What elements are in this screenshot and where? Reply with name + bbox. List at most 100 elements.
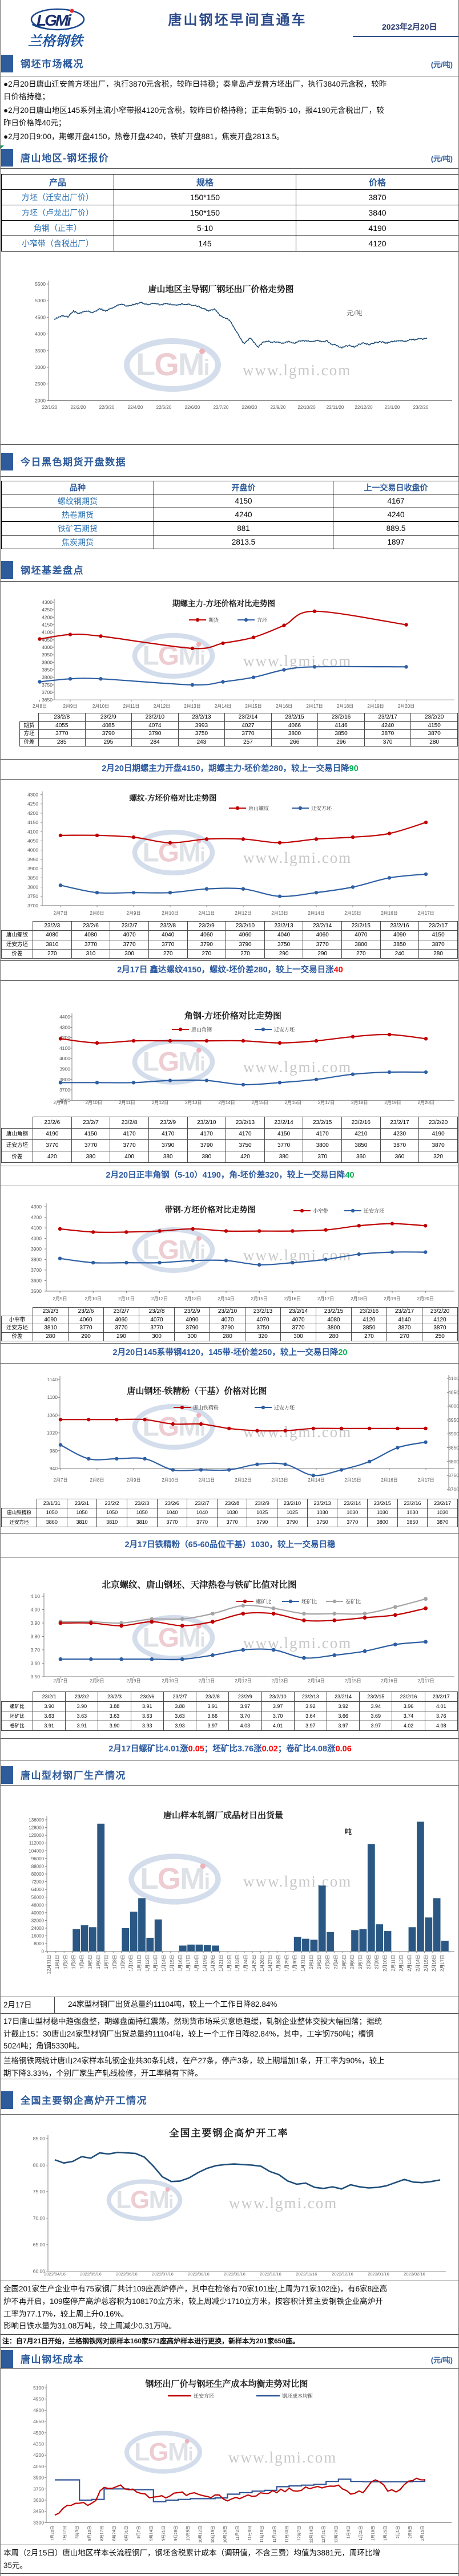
svg-text:60.00: 60.00: [33, 2269, 46, 2274]
svg-text:8月31日: 8月31日: [124, 2526, 129, 2541]
svg-text:LGMi: LGMi: [134, 2437, 192, 2466]
svg-text:1月26日: 1月26日: [260, 1955, 265, 1971]
svg-text:2月8日: 2月8日: [90, 1478, 104, 1483]
svg-text:64000: 64000: [31, 1887, 45, 1892]
svg-text:2月13日: 2月13日: [271, 1678, 288, 1683]
svg-text:11月2日: 11月2日: [235, 2526, 240, 2540]
svg-text:1月13日: 1月13日: [153, 1955, 158, 1971]
svg-text:4100: 4100: [448, 1376, 459, 1381]
svg-text:940: 940: [50, 1466, 58, 1471]
svg-text:2月14日: 2月14日: [215, 704, 231, 709]
svg-text:1月18日: 1月18日: [371, 2526, 376, 2541]
svg-text:8月17日: 8月17日: [99, 2526, 104, 2541]
svg-text:3750: 3750: [448, 1472, 459, 1478]
svg-text:1月27日: 1月27日: [268, 1955, 273, 1971]
svg-text:2月13日: 2月13日: [407, 1955, 412, 1971]
svg-text:2月9日: 2月9日: [63, 704, 78, 709]
svg-text:2月7日: 2月7日: [358, 1955, 363, 1969]
svg-text:LGMi: LGMi: [136, 346, 209, 382]
svg-text:兰格钢铁: 兰格钢铁: [28, 34, 84, 49]
svg-text:2月9日: 2月9日: [53, 1296, 67, 1301]
svg-text:2月9日: 2月9日: [127, 911, 141, 916]
svg-text:www.lgmi.com: www.lgmi.com: [229, 2194, 337, 2212]
svg-text:2月17日: 2月17日: [306, 704, 323, 709]
svg-text:1140: 1140: [47, 1377, 58, 1382]
svg-text:4100: 4100: [42, 630, 53, 635]
svg-text:4100: 4100: [27, 829, 38, 834]
svg-text:1月22日: 1月22日: [227, 1955, 232, 1971]
svg-text:2月12日: 2月12日: [235, 911, 251, 916]
svg-text:3500: 3500: [31, 1288, 42, 1294]
svg-text:4200: 4200: [31, 1215, 42, 1220]
svg-text:56000: 56000: [31, 1895, 45, 1900]
svg-text:12月28日: 12月28日: [334, 2526, 339, 2543]
svg-text:3950: 3950: [448, 1417, 459, 1423]
svg-text:4050: 4050: [448, 1389, 459, 1395]
svg-text:4100: 4100: [59, 1045, 70, 1051]
svg-text:2月18日: 2月18日: [337, 704, 353, 709]
svg-text:3600: 3600: [33, 2497, 44, 2503]
svg-text:2月12日: 2月12日: [235, 1678, 251, 1683]
svg-text:120000: 120000: [29, 1833, 44, 1838]
svg-text:2月9日: 2月9日: [127, 1678, 141, 1683]
svg-text:2023/02/16: 2023/02/16: [404, 2271, 425, 2277]
svg-text:2月17日: 2月17日: [417, 1678, 434, 1683]
svg-text:2月19日: 2月19日: [384, 1296, 400, 1301]
svg-text:3600: 3600: [31, 1278, 42, 1284]
svg-text:3950: 3950: [42, 652, 53, 658]
svg-text:www.lgmi.com: www.lgmi.com: [243, 362, 351, 379]
svg-text:唐山样本轧钢厂成品材日出货量: 唐山样本轧钢厂成品材日出货量: [163, 1810, 283, 1820]
svg-text:4.10: 4.10: [30, 1593, 40, 1599]
svg-text:元/吨: 元/吨: [347, 309, 362, 317]
svg-text:22/7/20: 22/7/20: [214, 405, 229, 410]
svg-text:2月3日: 2月3日: [325, 1955, 331, 1969]
svg-text:3700: 3700: [448, 1486, 459, 1492]
svg-text:2月13日: 2月13日: [184, 1296, 201, 1301]
svg-text:1月17日: 1月17日: [186, 1955, 191, 1971]
svg-text:2月10日: 2月10日: [162, 1678, 178, 1683]
svg-text:10月5日: 10月5日: [186, 2526, 191, 2541]
svg-text:5500: 5500: [35, 281, 46, 287]
svg-text:方坯: 方坯: [257, 617, 268, 623]
svg-text:2月15日: 2月15日: [424, 1955, 429, 1971]
svg-text:1060: 1060: [47, 1412, 58, 1418]
svg-text:3900: 3900: [33, 2475, 44, 2481]
svg-text:4300: 4300: [59, 1024, 70, 1030]
svg-text:2月7日: 2月7日: [54, 911, 68, 916]
svg-text:唐山钢坯-铁精粉（干基）价格对比图: 唐山钢坯-铁精粉（干基）价格对比图: [127, 1386, 267, 1396]
svg-text:2月12日: 2月12日: [399, 1955, 404, 1971]
svg-text:钢坯成本均衡: 钢坯成本均衡: [282, 2393, 313, 2399]
svg-text:2月10日: 2月10日: [92, 704, 109, 709]
svg-text:4200: 4200: [33, 2452, 44, 2458]
svg-text:2月16日: 2月16日: [284, 1296, 301, 1301]
svg-text:1月18日: 1月18日: [194, 1955, 199, 1971]
svg-text:8000: 8000: [34, 1941, 44, 1946]
svg-text:1月24日: 1月24日: [243, 1955, 248, 1971]
svg-text:LGMi: LGMi: [140, 1862, 209, 1896]
svg-text:1月23日: 1月23日: [235, 1955, 240, 1971]
svg-text:2月18日: 2月18日: [351, 1100, 368, 1105]
svg-text:2月11日: 2月11日: [118, 1296, 135, 1301]
svg-text:www.lgmi.com: www.lgmi.com: [243, 849, 352, 866]
svg-text:3850: 3850: [27, 875, 38, 881]
svg-text:1月29日: 1月29日: [284, 1955, 289, 1971]
svg-text:迁安方坯: 迁安方坯: [274, 1027, 295, 1033]
svg-text:2月10日: 2月10日: [382, 1955, 388, 1971]
svg-text:2022/07/16: 2022/07/16: [152, 2271, 174, 2277]
svg-text:3700: 3700: [59, 1087, 70, 1093]
svg-text:2000: 2000: [35, 397, 46, 403]
svg-text:www.lgmi.com: www.lgmi.com: [243, 1423, 352, 1441]
svg-text:2022/11/16: 2022/11/16: [296, 2271, 317, 2277]
svg-text:9月7日: 9月7日: [136, 2526, 141, 2538]
svg-text:2月11日: 2月11日: [199, 1678, 215, 1683]
svg-text:1月6日: 1月6日: [96, 1955, 101, 1969]
svg-text:2022/10/16: 2022/10/16: [260, 2271, 281, 2277]
svg-text:2月15日: 2月15日: [245, 704, 261, 709]
svg-text:104000: 104000: [29, 1848, 44, 1853]
svg-text:1月4日: 1月4日: [79, 1955, 84, 1969]
svg-text:88000: 88000: [31, 1864, 45, 1869]
svg-text:3900: 3900: [27, 866, 38, 871]
svg-text:22/6/20: 22/6/20: [185, 405, 200, 410]
svg-text:2500: 2500: [35, 381, 46, 387]
svg-text:2022/04/16: 2022/04/16: [44, 2271, 66, 2277]
